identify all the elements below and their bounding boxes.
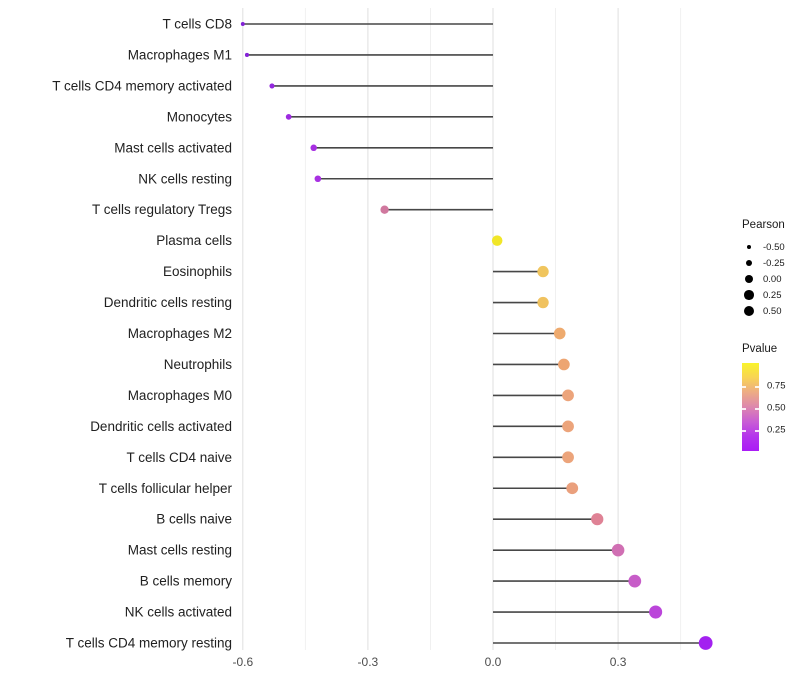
lollipop-dot [611, 543, 625, 557]
x-axis-tick-label: 0.0 [485, 655, 502, 669]
legend-size-entry: -0.25 [742, 255, 785, 271]
y-axis-label: Monocytes [167, 109, 233, 124]
lollipop-dot [698, 636, 713, 650]
y-axis-label: T cells CD8 [162, 17, 232, 32]
legend-size-entry: 0.50 [742, 303, 785, 319]
lollipop-dot [553, 327, 566, 340]
y-axis-label: Plasma cells [156, 233, 232, 248]
legend-pearson-title: Pearson [742, 219, 785, 231]
y-axis-label: Dendritic cells activated [90, 419, 232, 434]
colorbar-tick-label: 0.25 [767, 424, 786, 436]
colorbar-tick [755, 430, 759, 432]
lollipop-dot [566, 482, 579, 495]
y-axis-label: NK cells activated [125, 605, 232, 620]
y-axis-label: T cells CD4 naive [126, 450, 232, 465]
lollipop-dot [537, 265, 549, 278]
lollipop-dot [649, 605, 663, 619]
legend-size-dot-box [742, 304, 756, 318]
y-axis-label: Mast cells resting [128, 543, 232, 558]
legend-pearson-entries: -0.50 -0.25 0.00 0.25 0.50 [742, 239, 785, 319]
legend-size-dot-box [742, 240, 756, 254]
lollipop-dot [562, 420, 574, 433]
colorbar-tick [742, 430, 746, 432]
y-axis-label: Macrophages M1 [128, 47, 232, 62]
legend-pearson: Pearson -0.50 -0.25 0.00 0.25 0.50 [742, 219, 785, 319]
y-axis-label: T cells CD4 memory activated [52, 78, 232, 93]
legend-size-entry: 0.25 [742, 287, 785, 303]
legend-size-dot-box [742, 272, 756, 286]
lollipop-dot [537, 296, 549, 309]
legend-size-label: -0.50 [763, 241, 785, 253]
lollipop-dot [591, 513, 604, 526]
colorbar-tick-label: 0.50 [767, 402, 786, 414]
lollipop-dot [628, 574, 642, 588]
y-axis-label: B cells naive [156, 512, 232, 527]
lollipop-dot [491, 235, 503, 246]
legend-size-dot-box [742, 256, 756, 270]
y-axis-label: B cells memory [140, 574, 233, 589]
legend-pvalue: Pvalue 0.75 0.50 0.25 [742, 343, 786, 451]
y-axis-label: T cells regulatory Tregs [92, 202, 232, 217]
legend-size-dot-icon [743, 305, 755, 317]
y-axis-label: Neutrophils [164, 357, 233, 372]
y-axis-label: T cells CD4 memory resting [66, 636, 232, 651]
legend-pvalue-title: Pvalue [742, 343, 778, 355]
lollipop-dot [562, 389, 574, 402]
lollipop-dot [562, 451, 574, 464]
y-axis-label: T cells follicular helper [99, 481, 233, 496]
lollipop-dot [285, 113, 292, 120]
lollipop-dot [558, 358, 570, 371]
legend-size-label: 0.00 [763, 273, 782, 285]
colorbar-tick [755, 386, 759, 388]
lollipop-dot [314, 175, 322, 183]
colorbar-tick [742, 408, 746, 410]
colorbar-tick [755, 408, 759, 410]
lollipop-dot [380, 205, 389, 214]
legend-size-label: -0.25 [763, 257, 785, 269]
legend-size-entry: 0.00 [742, 271, 785, 287]
lollipop-dot [310, 144, 317, 152]
x-axis-tick-label: 0.3 [610, 655, 627, 669]
legend-size-label: 0.25 [763, 289, 782, 301]
lollipop-dot [244, 52, 250, 57]
legend-size-entry: -0.50 [742, 239, 785, 255]
legend-pvalue-colorbar-wrap: 0.75 0.50 0.25 [742, 363, 786, 451]
x-axis-tick-label: -0.3 [358, 655, 379, 669]
colorbar-tick-label: 0.75 [767, 380, 786, 392]
legend-size-dot-icon [744, 290, 754, 300]
y-axis-label: Macrophages M2 [128, 326, 232, 341]
legend-size-dot-icon [746, 244, 752, 250]
legend-size-label: 0.50 [763, 305, 782, 317]
y-axis-label: Dendritic cells resting [104, 295, 232, 310]
legend-size-dot-icon [745, 259, 753, 267]
legend-size-dot-icon [744, 274, 754, 284]
lollipop-dot [269, 83, 275, 89]
colorbar-tick [742, 386, 746, 388]
legend-size-dot-box [742, 288, 756, 302]
y-axis-label: Macrophages M0 [128, 388, 232, 403]
pvalue-colorbar: 0.75 0.50 0.25 [742, 363, 786, 451]
lollipop-dot [240, 22, 245, 26]
x-axis-tick-label: -0.6 [232, 655, 253, 669]
y-axis-label: NK cells resting [138, 171, 232, 186]
y-axis-label: Eosinophils [163, 264, 232, 279]
y-axis-label: Mast cells activated [114, 140, 232, 155]
